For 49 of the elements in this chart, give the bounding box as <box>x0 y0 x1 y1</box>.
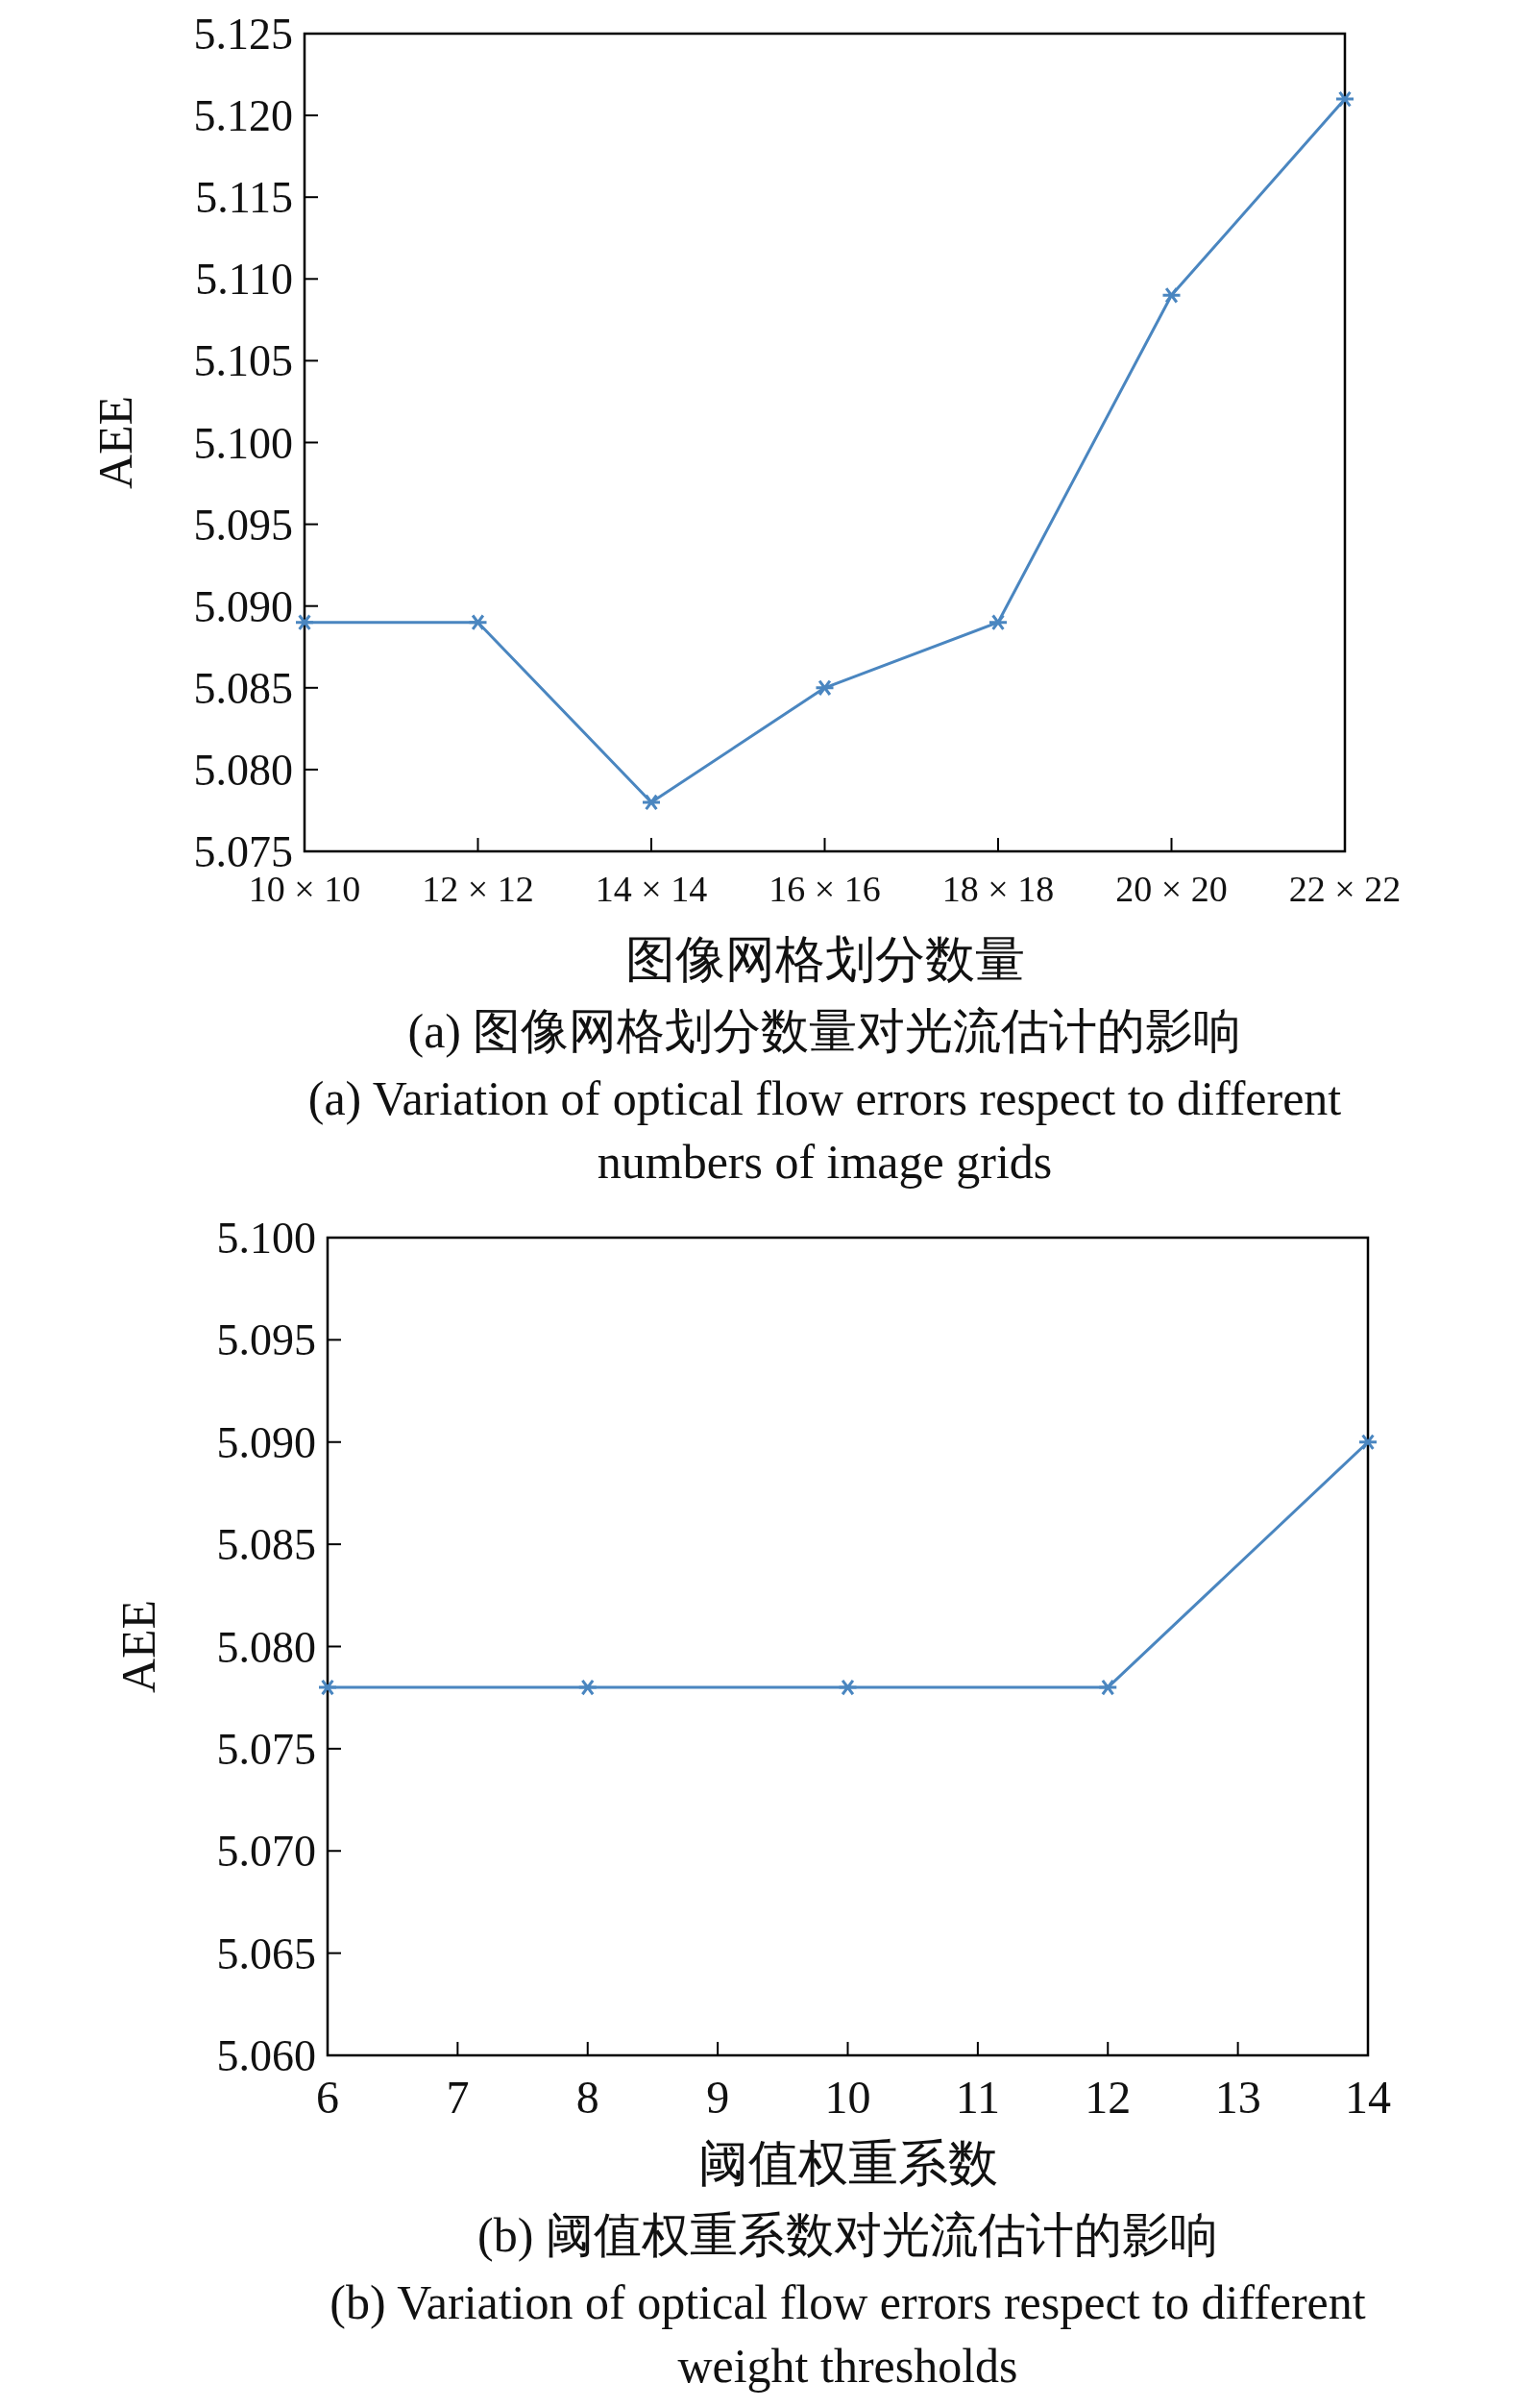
y-tick-label: 5.065 <box>216 1929 316 1978</box>
x-tick-label: 6 <box>316 2072 339 2123</box>
y-tick-label: 5.100 <box>216 1214 316 1263</box>
y-tick-label: 5.080 <box>216 1622 316 1672</box>
x-tick-label: 9 <box>706 2072 730 2123</box>
x-tick-label: 22 × 22 <box>1288 869 1402 909</box>
point <box>1161 286 1182 305</box>
point <box>815 679 835 697</box>
y-axis-title: AEE <box>88 395 142 490</box>
y-tick-label: 5.105 <box>193 336 293 386</box>
y-tick-label: 5.095 <box>193 500 293 550</box>
x-tick-label: 20 × 20 <box>1115 869 1228 909</box>
y-tick-label: 5.110 <box>195 255 293 305</box>
x-tick-label: 18 × 18 <box>941 869 1055 909</box>
point <box>641 794 662 811</box>
x-tick-label: 16 × 16 <box>769 869 881 909</box>
point <box>468 614 488 631</box>
y-axis-title: AEE <box>111 1599 165 1694</box>
text: (a) Variation of optical flow errors respect to different numbers of image grids <box>306 1070 1343 1191</box>
y-tick-label: 5.115 <box>195 173 293 223</box>
x-tick-label: 11 <box>955 2072 1000 2123</box>
x-tick-label: 13 <box>1214 2072 1261 2123</box>
point <box>1334 90 1355 108</box>
y-tick-label: 5.060 <box>216 2031 316 2080</box>
text: (b) Variation of optical flow errors respect to different weight thresholds <box>329 2274 1367 2395</box>
y-tick-label: 5.080 <box>193 745 293 795</box>
y-tick-label: 5.100 <box>193 418 293 468</box>
y-tick-label: 5.125 <box>193 10 293 59</box>
y-tick-label: 5.070 <box>216 1827 316 1877</box>
x-tick-label: 8 <box>575 2072 599 2123</box>
y-tick-label: 5.090 <box>216 1417 316 1467</box>
y-tick-label: 5.095 <box>216 1315 316 1365</box>
y-tick-label: 5.075 <box>216 1724 316 1774</box>
x-tick-label: 12 <box>1085 2072 1132 2123</box>
point <box>988 614 1009 631</box>
x-tick-label: 12 × 12 <box>422 869 534 909</box>
x-tick-label: 14 × 14 <box>595 869 708 909</box>
text: (b) 阈值权重系数对光流估计的影响 <box>476 2207 1219 2264</box>
x-axis-title: 阈值权重系数 <box>697 2136 998 2191</box>
x-tick-label: 14 <box>1345 2072 1391 2123</box>
y-tick-label: 5.085 <box>216 1520 316 1570</box>
x-tick-label: 10 <box>824 2072 871 2123</box>
text: (a) 图像网格划分数量对光流估计的影响 <box>406 1003 1243 1060</box>
y-tick-label: 5.090 <box>193 581 293 631</box>
y-tick-label: 5.085 <box>193 663 293 713</box>
x-axis-title: 图像网格划分数量 <box>624 932 1025 987</box>
point <box>294 614 315 631</box>
y-tick-label: 5.120 <box>193 91 293 141</box>
x-tick-label: 7 <box>446 2072 470 2123</box>
